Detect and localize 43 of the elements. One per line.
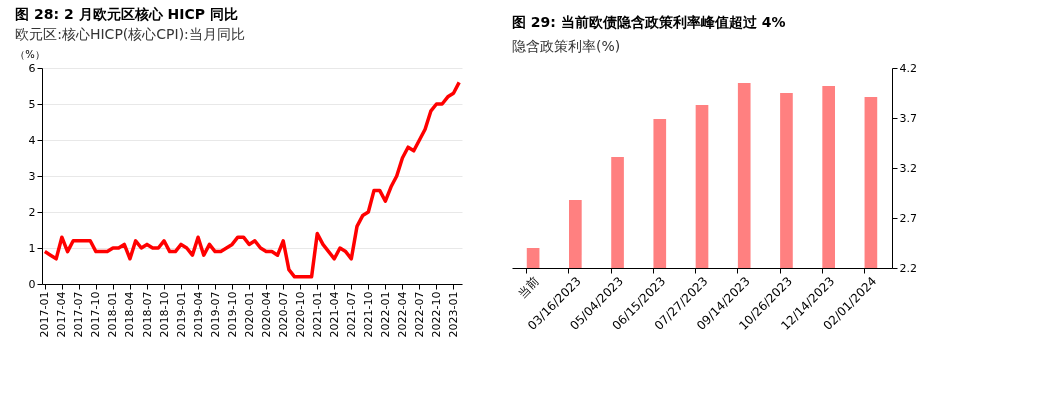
y-tick-label: 0 bbox=[28, 277, 36, 291]
y-tick-label: 1 bbox=[28, 241, 36, 255]
x-tick-label: 2019-07 bbox=[208, 291, 222, 338]
y-tick-label: 3.7 bbox=[899, 111, 917, 125]
x-tick-label: 2021-10 bbox=[361, 291, 375, 338]
x-tick-label: 2018-04 bbox=[123, 291, 137, 338]
x-tick-label: 2022-07 bbox=[412, 291, 426, 338]
chart-subtitle: 隐含政策利率(%) bbox=[512, 38, 621, 54]
x-tick-label: 2022-01 bbox=[378, 291, 392, 338]
x-tick-label: 2020-01 bbox=[242, 291, 256, 338]
x-tick-label: 2021-07 bbox=[344, 291, 358, 338]
x-tick-label: 2017-04 bbox=[55, 291, 69, 338]
chart-title: 图 29: 当前欧债隐含政策利率峰值超过 4% bbox=[512, 14, 786, 30]
x-tick-label: 2019-04 bbox=[191, 291, 205, 338]
x-tick-label: 2018-01 bbox=[106, 291, 120, 338]
y-tick-label: 3.2 bbox=[899, 161, 917, 175]
x-tick-label: 2018-07 bbox=[140, 291, 154, 338]
x-tick-label: 2021-04 bbox=[327, 291, 341, 338]
x-tick-label: 2020-04 bbox=[259, 291, 273, 338]
x-tick-label: 2022-04 bbox=[395, 291, 409, 338]
y-tick-label: 4 bbox=[28, 133, 36, 147]
y-tick-label: 2.7 bbox=[899, 211, 917, 225]
y-tick-label: 4.2 bbox=[899, 61, 917, 75]
y-axis-title: （%） bbox=[15, 49, 45, 60]
x-tick-label: 2023-01 bbox=[446, 291, 460, 338]
x-tick-label: 2019-01 bbox=[174, 291, 188, 338]
x-tick-label: 2020-07 bbox=[276, 291, 290, 338]
x-tick-label: 2017-01 bbox=[38, 291, 52, 338]
y-tick-label: 6 bbox=[28, 61, 36, 75]
x-tick-label: 2017-07 bbox=[72, 291, 86, 338]
x-tick-label: 2021-01 bbox=[310, 291, 324, 338]
y-tick-label: 5 bbox=[28, 97, 36, 111]
x-tick-label: 2018-10 bbox=[157, 291, 171, 338]
line-series bbox=[43, 80, 461, 279]
y-tick-label: 2 bbox=[28, 205, 36, 219]
x-tick-label: 2017-10 bbox=[89, 291, 103, 338]
chart-title: 图 28: 2 月欧元区核心 HICP 同比 bbox=[15, 6, 238, 22]
y-tick-label: 2.2 bbox=[899, 261, 917, 275]
chart-subtitle: 欧元区:核心HICP(核心CPI):当月同比 bbox=[15, 26, 245, 42]
x-tick-label: 2022-10 bbox=[429, 291, 443, 338]
x-tick-label: 2020-10 bbox=[293, 291, 307, 338]
y-tick-label: 3 bbox=[28, 169, 36, 183]
x-tick-label: 2019-10 bbox=[225, 291, 239, 338]
